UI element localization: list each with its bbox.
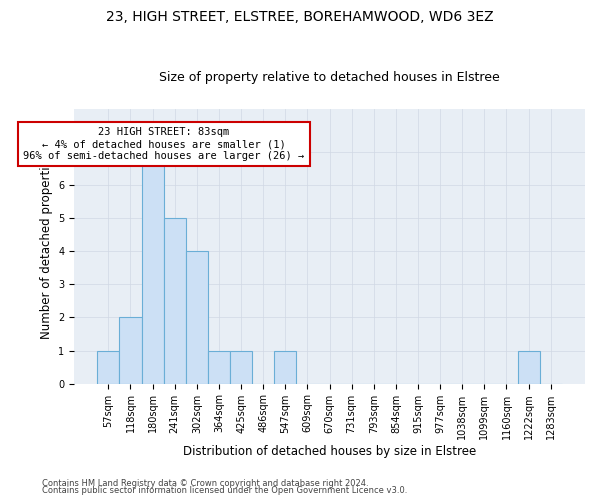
Bar (230, 350, 252, 384)
Text: 23 HIGH STREET: 83sqm
← 4% of detached houses are smaller (1)
96% of semi-detach: 23 HIGH STREET: 83sqm ← 4% of detached h… (23, 128, 304, 160)
Bar (97, 350, 119, 384)
Text: 23, HIGH STREET, ELSTREE, BOREHAMWOOD, WD6 3EZ: 23, HIGH STREET, ELSTREE, BOREHAMWOOD, W… (106, 10, 494, 24)
X-axis label: Distribution of detached houses by size in Elstree: Distribution of detached houses by size … (183, 444, 476, 458)
Bar (518, 350, 539, 384)
Title: Size of property relative to detached houses in Elstree: Size of property relative to detached ho… (159, 72, 500, 85)
Bar (186, 252, 208, 384)
Bar (142, 152, 164, 384)
Text: Contains public sector information licensed under the Open Government Licence v3: Contains public sector information licen… (42, 486, 407, 495)
Text: Contains HM Land Registry data © Crown copyright and database right 2024.: Contains HM Land Registry data © Crown c… (42, 478, 368, 488)
Bar (164, 218, 186, 384)
Bar (208, 350, 230, 384)
Bar (274, 350, 296, 384)
Y-axis label: Number of detached properties: Number of detached properties (40, 154, 53, 340)
Bar (119, 318, 142, 384)
